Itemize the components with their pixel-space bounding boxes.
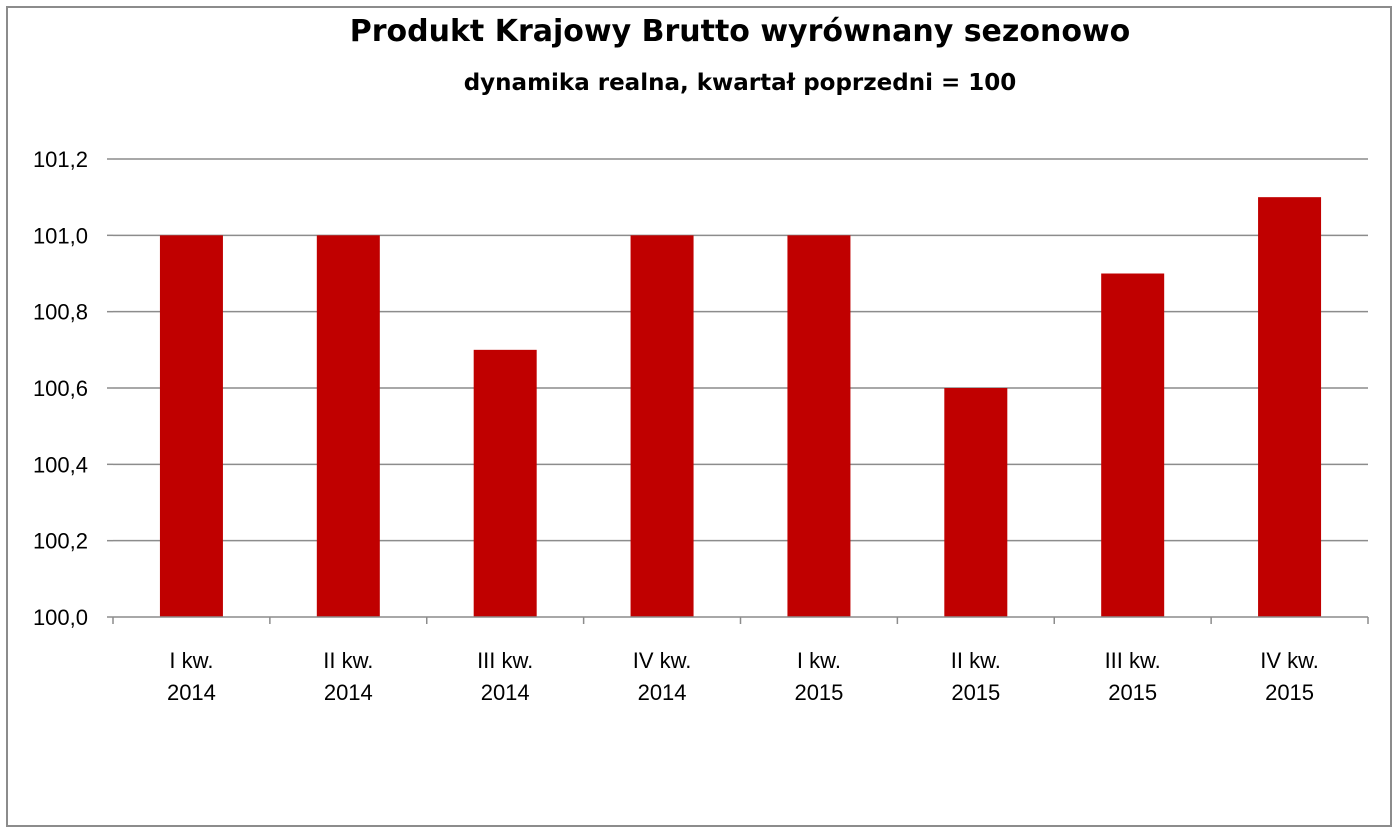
- x-category-label: II kw.: [951, 648, 1001, 673]
- y-tick-label: 101,0: [33, 223, 88, 248]
- x-category-label: II kw.: [323, 648, 373, 673]
- x-category-label: I kw.: [797, 648, 841, 673]
- chart-subtitle: dynamika realna, kwartał poprzedni = 100: [463, 70, 1017, 96]
- bars: [159, 197, 1322, 618]
- x-axis-category-labels: I kw. 2014 II kw. 2014 III kw. 2014 IV kw. 2014…: [167, 648, 1319, 705]
- x-category-label: 2015: [951, 680, 1000, 705]
- x-category-label: 2014: [481, 680, 530, 705]
- x-category-label: 2014: [324, 680, 373, 705]
- y-tick-label: 101,2: [33, 147, 88, 172]
- gridlines: [107, 158, 1368, 618]
- y-axis-tick-labels: 100,0 100,2 100,4 100,6 100,8 101,0 101,2: [33, 147, 88, 630]
- x-category-label: 2014: [638, 680, 687, 705]
- chart-title: Produkt Krajowy Brutto wyrównany sezonow…: [349, 14, 1131, 49]
- bar: [159, 235, 223, 618]
- y-tick-label: 100,0: [33, 605, 88, 630]
- x-category-label: III kw.: [477, 648, 533, 673]
- x-axis: [112, 616, 1369, 624]
- x-category-label: IV kw.: [633, 648, 692, 673]
- bar: [944, 388, 1008, 617]
- x-category-label: I kw.: [169, 648, 213, 673]
- bar: [1101, 273, 1165, 617]
- bar: [1258, 197, 1322, 617]
- y-tick-label: 100,6: [33, 376, 88, 401]
- x-category-label: IV kw.: [1260, 648, 1319, 673]
- x-category-label: 2014: [167, 680, 216, 705]
- y-tick-label: 100,4: [33, 452, 88, 477]
- y-tick-label: 100,2: [33, 529, 88, 554]
- bar: [473, 349, 537, 617]
- x-category-label: 2015: [794, 680, 843, 705]
- y-tick-label: 100,8: [33, 300, 88, 325]
- bar: [630, 235, 694, 618]
- x-category-label: III kw.: [1105, 648, 1161, 673]
- x-category-label: 2015: [1108, 680, 1157, 705]
- x-category-label: 2015: [1265, 680, 1314, 705]
- bar: [316, 235, 380, 618]
- bar: [787, 235, 851, 618]
